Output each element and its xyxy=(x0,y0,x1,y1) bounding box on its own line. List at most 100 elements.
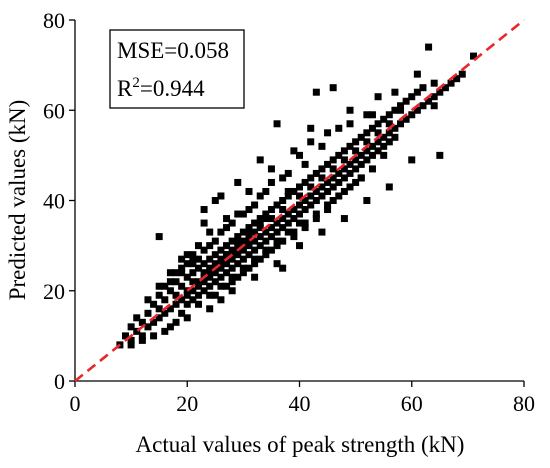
data-point xyxy=(346,120,354,128)
data-point xyxy=(352,165,360,173)
data-point xyxy=(385,183,393,191)
data-point xyxy=(194,264,202,272)
data-point xyxy=(329,174,337,182)
x-axis-ticks: 0 20 40 60 80 xyxy=(70,381,535,416)
data-point xyxy=(469,52,477,60)
data-point xyxy=(335,151,343,159)
data-point xyxy=(352,147,360,155)
data-point xyxy=(357,151,365,159)
data-point xyxy=(166,323,174,331)
data-point xyxy=(391,88,399,96)
data-point xyxy=(312,88,320,96)
x-tick-label: 60 xyxy=(401,391,423,416)
data-point xyxy=(223,215,231,223)
data-point xyxy=(194,278,202,286)
data-point xyxy=(127,341,135,349)
data-point xyxy=(340,215,348,223)
data-point xyxy=(267,215,275,223)
data-point xyxy=(178,296,186,304)
data-point xyxy=(419,102,427,110)
data-point xyxy=(155,291,163,299)
data-point xyxy=(346,106,354,114)
data-point xyxy=(273,219,281,227)
data-point xyxy=(200,269,208,277)
data-point xyxy=(329,197,337,204)
data-point xyxy=(144,309,152,317)
x-axis-title: Actual values of peak strength (kN) xyxy=(136,432,465,457)
data-point xyxy=(335,169,343,177)
data-point xyxy=(279,174,287,182)
data-point xyxy=(228,287,236,295)
data-point xyxy=(346,160,354,168)
data-point xyxy=(172,291,180,299)
data-point xyxy=(290,233,298,241)
data-point xyxy=(318,165,326,173)
data-point xyxy=(284,192,292,200)
data-point xyxy=(234,237,242,245)
data-point xyxy=(172,318,180,326)
data-point xyxy=(273,242,281,250)
data-point xyxy=(239,255,247,263)
data-point xyxy=(217,282,225,290)
data-point xyxy=(425,43,433,51)
data-point xyxy=(380,151,388,159)
data-point xyxy=(419,84,427,92)
data-point xyxy=(211,278,219,286)
data-point xyxy=(346,183,354,191)
data-point xyxy=(262,251,270,259)
data-point xyxy=(301,219,309,227)
data-point xyxy=(206,242,214,250)
data-point xyxy=(206,273,214,281)
data-point xyxy=(267,178,275,186)
data-point xyxy=(161,296,169,304)
data-point xyxy=(217,273,225,281)
data-point xyxy=(301,206,309,214)
data-point xyxy=(368,142,376,150)
data-point xyxy=(172,269,180,277)
reference-line xyxy=(74,18,525,383)
data-point xyxy=(284,169,292,177)
data-point xyxy=(256,242,264,250)
data-point xyxy=(307,138,315,146)
data-point xyxy=(262,215,270,223)
data-point xyxy=(239,269,247,277)
data-point xyxy=(245,251,253,259)
data-point xyxy=(307,183,315,191)
data-point xyxy=(363,197,371,204)
data-point xyxy=(200,219,208,227)
data-point xyxy=(245,206,253,214)
data-point xyxy=(385,138,393,146)
y-tick-label: 20 xyxy=(43,279,65,304)
data-point xyxy=(251,228,259,236)
data-point xyxy=(340,165,348,173)
data-point xyxy=(352,156,360,164)
data-point xyxy=(251,201,259,209)
data-point xyxy=(397,120,405,128)
data-point xyxy=(234,251,242,259)
data-point xyxy=(324,178,332,186)
data-point xyxy=(430,93,438,101)
data-point xyxy=(194,300,202,308)
stats-box xyxy=(109,29,245,109)
data-point xyxy=(267,233,275,241)
data-point xyxy=(200,287,208,295)
data-point xyxy=(178,264,186,272)
data-point xyxy=(430,102,438,110)
y-axis-title: Predicted values (kN) xyxy=(5,100,30,301)
data-point xyxy=(318,192,326,200)
data-point xyxy=(329,183,337,191)
data-point xyxy=(385,111,393,119)
data-point xyxy=(122,332,130,340)
x-tick-label: 40 xyxy=(289,391,311,416)
data-point xyxy=(245,233,253,241)
data-point xyxy=(183,260,191,268)
data-point xyxy=(155,282,163,290)
data-point xyxy=(178,309,186,317)
data-point xyxy=(318,183,326,191)
data-point xyxy=(251,260,259,268)
data-point xyxy=(301,224,309,232)
data-point xyxy=(324,129,332,137)
data-point xyxy=(166,278,174,286)
data-point xyxy=(200,278,208,286)
